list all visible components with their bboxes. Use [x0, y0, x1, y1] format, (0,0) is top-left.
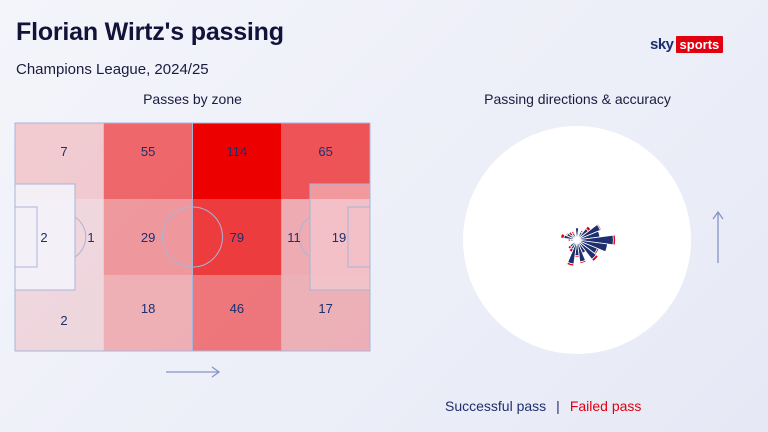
- logo-sports-text: sports: [675, 36, 724, 53]
- box-value: 11: [287, 230, 301, 245]
- zone-cell: [103, 199, 193, 275]
- own-box-arc: [74, 216, 87, 258]
- zone-cell: [103, 123, 193, 199]
- centre-circle: [162, 206, 223, 268]
- zone-cell: [192, 275, 282, 351]
- zone-value: 55: [141, 144, 155, 159]
- successful-pass-sector: [574, 227, 580, 241]
- legend: Successful pass | Failed pass: [445, 398, 641, 414]
- legend-failed: Failed pass: [569, 398, 642, 414]
- zone-value: 114: [227, 144, 248, 159]
- zone-value: 18: [141, 301, 155, 316]
- successful-pass-sector: [576, 224, 601, 241]
- direction-chart-title: Passing directions & accuracy: [484, 91, 671, 107]
- zone-cell: [192, 123, 282, 199]
- own-penalty-box: [14, 183, 76, 291]
- legend-separator: |: [556, 398, 560, 414]
- legend-successful: Successful pass: [445, 398, 547, 414]
- successful-pass-sector: [576, 239, 586, 263]
- zone-value: 7: [60, 144, 67, 159]
- attack-arrow-head: [211, 366, 221, 378]
- direction-arrow-head: [712, 210, 724, 220]
- successful-pass-sector: [576, 239, 597, 260]
- zone-value: 2: [60, 313, 67, 328]
- opp-penalty-box: [309, 183, 371, 291]
- logo-sky-text: sky: [650, 36, 674, 53]
- zone-value: 79: [230, 230, 244, 245]
- opp-goal-box: [347, 206, 371, 268]
- box-value: 1: [87, 230, 94, 245]
- page-subtitle: Champions League, 2024/25: [16, 61, 209, 78]
- zone-value: 29: [141, 230, 155, 245]
- zone-value: 17: [318, 301, 332, 316]
- successful-pass-sector: [576, 234, 614, 246]
- zone-value: 65: [318, 144, 332, 159]
- successful-pass-sector: [571, 232, 578, 241]
- zone-chart-title: Passes by zone: [143, 91, 242, 107]
- zone-value: 46: [230, 301, 244, 316]
- zone-cell: [103, 275, 193, 351]
- successful-pass-sector: [569, 239, 578, 248]
- page-title: Florian Wirtz's passing: [16, 18, 284, 46]
- box-value: 19: [332, 230, 346, 245]
- box-value: 2: [40, 230, 47, 245]
- sky-sports-logo: sky sports: [650, 36, 724, 53]
- opp-box-arc: [298, 216, 311, 258]
- zone-cell: [192, 199, 282, 275]
- own-goal-box: [14, 206, 38, 268]
